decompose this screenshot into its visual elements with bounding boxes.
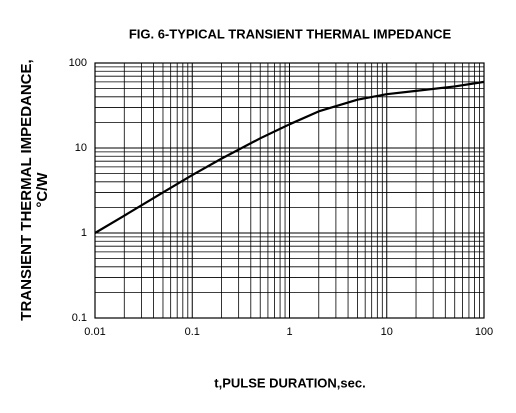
x-tick-label: 1 [286,326,292,338]
x-tick-label: 10 [381,326,393,338]
y-axis-label: TRANSIENT THERMAL IMPEDANCE, [18,59,35,320]
x-tick-label: 100 [475,326,493,338]
x-axis-label: t,PULSE DURATION,sec. [214,375,365,390]
y-tick-label: 1 [81,227,87,239]
y-tick-label: 0.1 [72,312,87,324]
plot-frame [94,62,485,319]
y-tick-label: 10 [75,142,87,154]
x-tick-label: 0.1 [185,326,200,338]
curve [94,80,485,234]
chart-title: FIG. 6-TYPICAL TRANSIENT THERMAL IMPEDAN… [129,26,452,41]
y-tick-label: 100 [69,57,87,69]
x-tick-label: 0.01 [84,326,105,338]
y-axis-unit: °C/W [34,172,51,208]
